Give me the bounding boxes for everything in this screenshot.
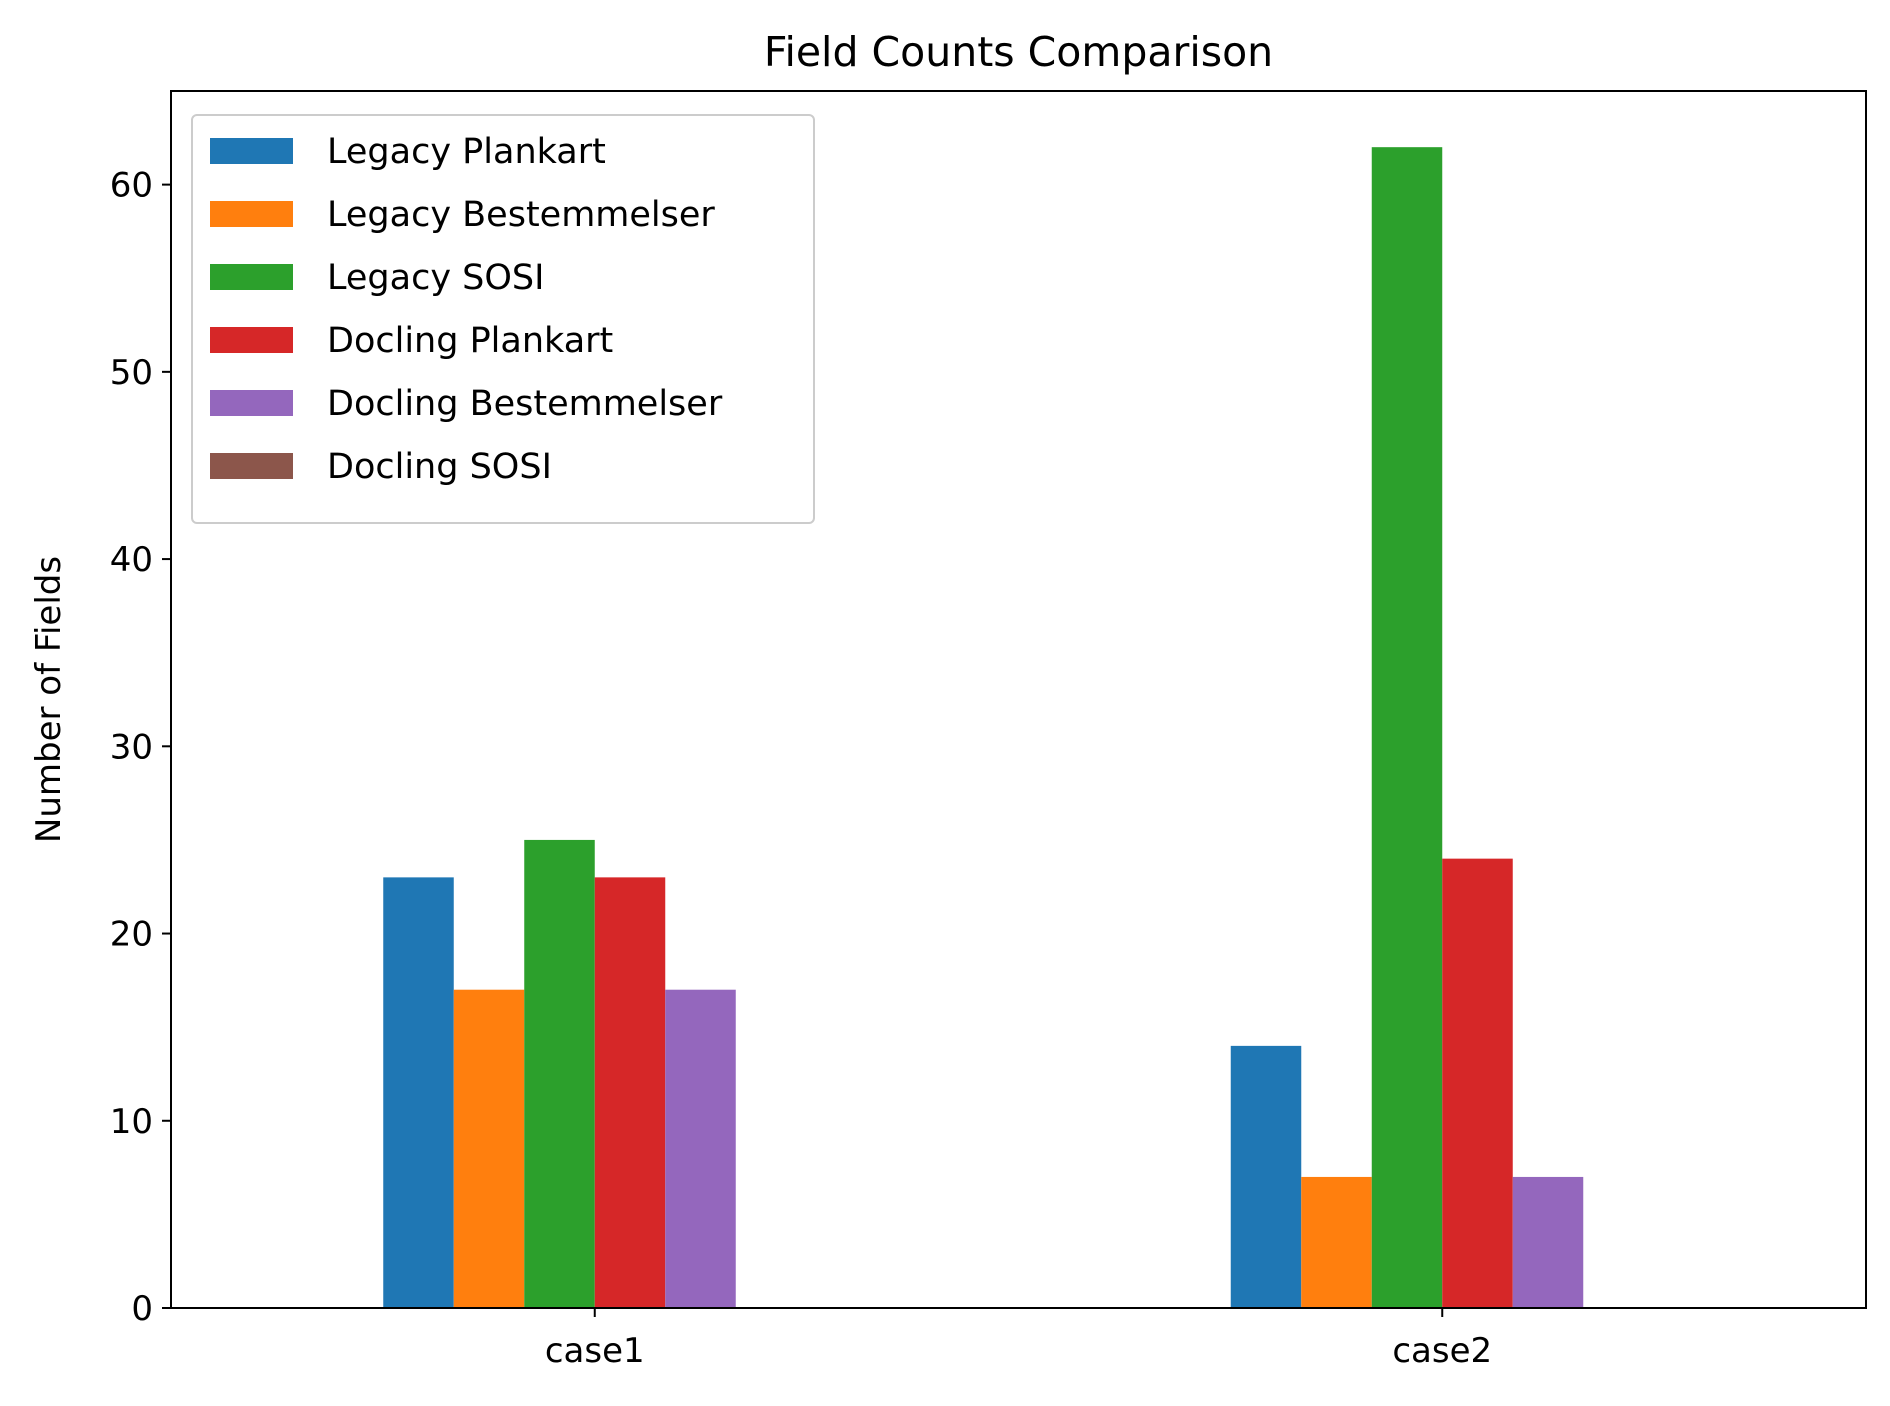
y-tick-label: 20: [110, 915, 153, 955]
x-tick-label: case1: [545, 1331, 645, 1371]
legend-swatch: [210, 264, 293, 290]
bar: [524, 839, 595, 1308]
bar: [453, 989, 525, 1308]
legend-box: [191, 114, 815, 524]
y-tick-label: 0: [131, 1289, 153, 1329]
legend-swatch: [210, 327, 293, 353]
legend-label: Legacy Bestemmelser: [327, 195, 715, 235]
bars-layer: [383, 147, 1584, 1309]
bar: [1301, 1176, 1372, 1308]
axes-layer: 0 10 20 30 40 50 60 case1 case2: [110, 90, 1867, 1371]
x-tick-label: case2: [1392, 1331, 1492, 1371]
legend-label: Docling Plankart: [327, 321, 613, 361]
plot-frame: [170, 90, 1867, 1309]
bar: [594, 877, 666, 1308]
bar: [1371, 147, 1443, 1309]
bar: [1230, 1045, 1302, 1308]
y-axis-title: Number of Fields: [29, 556, 69, 843]
bar: [383, 877, 454, 1308]
legend-label: Docling SOSI: [327, 447, 552, 487]
legend-label: Legacy Plankart: [327, 132, 606, 172]
y-tick-label: 50: [110, 353, 153, 393]
legend-swatch: [210, 390, 293, 416]
legend-swatch: [210, 201, 293, 227]
bar: [665, 989, 736, 1308]
y-tick-label: 30: [110, 727, 153, 767]
legend-swatch: [210, 453, 293, 479]
legend-swatch: [210, 138, 293, 164]
bar: [1512, 1176, 1584, 1308]
bar: [1442, 858, 1513, 1308]
legend-label: Legacy SOSI: [327, 258, 544, 298]
legend: Legacy Plankart Legacy Bestemmelser Legacy…: [191, 114, 815, 524]
legend-label: Docling Bestemmelser: [327, 384, 723, 424]
y-tick-label: 40: [110, 540, 153, 580]
y-tick-label: 60: [110, 166, 153, 206]
y-tick-label: 10: [110, 1102, 153, 1142]
chart-title: Field Counts Comparison: [764, 28, 1273, 76]
